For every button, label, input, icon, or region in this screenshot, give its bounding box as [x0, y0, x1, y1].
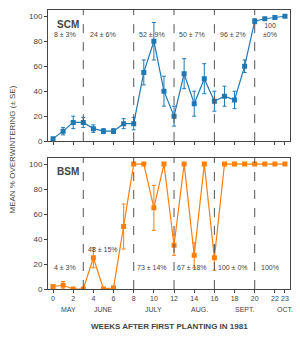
- svg-text:20: 20: [251, 295, 259, 302]
- svg-text:100%: 100%: [261, 264, 279, 271]
- svg-text:80: 80: [33, 185, 42, 194]
- svg-text:6: 6: [112, 295, 116, 302]
- svg-text:20: 20: [33, 112, 42, 121]
- svg-text:12: 12: [170, 295, 178, 302]
- svg-text:4 ± 3%: 4 ± 3%: [54, 264, 76, 271]
- svg-text:60: 60: [33, 62, 42, 71]
- svg-text:40: 40: [33, 235, 42, 244]
- svg-text:MAY: MAY: [61, 306, 76, 313]
- svg-text:WEEKS AFTER FIRST PLANTING IN: WEEKS AFTER FIRST PLANTING IN 1981: [91, 322, 248, 331]
- svg-text:0: 0: [38, 285, 43, 294]
- svg-text:50 ± 7%: 50 ± 7%: [179, 31, 205, 38]
- svg-text:48 ± 15%: 48 ± 15%: [88, 246, 118, 253]
- svg-text:JULY: JULY: [145, 306, 162, 313]
- svg-text:0: 0: [38, 137, 43, 146]
- svg-text:OCT.: OCT.: [277, 306, 293, 313]
- svg-text:73 ± 14%: 73 ± 14%: [137, 264, 167, 271]
- svg-text:8 ± 3%: 8 ± 3%: [54, 31, 76, 38]
- svg-text:22: 22: [271, 295, 279, 302]
- svg-text:BSM: BSM: [57, 166, 79, 177]
- svg-text:4: 4: [91, 295, 95, 302]
- svg-text:2: 2: [71, 295, 75, 302]
- svg-text:10: 10: [150, 295, 158, 302]
- svg-text:40: 40: [33, 87, 42, 96]
- svg-text:14: 14: [190, 295, 198, 302]
- svg-text:AUG.: AUG.: [191, 306, 208, 313]
- svg-text:80: 80: [33, 37, 42, 46]
- svg-text:0: 0: [51, 295, 55, 302]
- svg-text:52 ± 9%: 52 ± 9%: [139, 31, 165, 38]
- svg-text:JUNE: JUNE: [94, 306, 113, 313]
- svg-text:96 ± 2%: 96 ± 2%: [220, 31, 246, 38]
- svg-text:100 ± 0%: 100 ± 0%: [218, 264, 248, 271]
- svg-text:MEAN % OVERWINTERING (± SE): MEAN % OVERWINTERING (± SE): [8, 85, 17, 213]
- svg-text:SEPT.: SEPT.: [235, 306, 255, 313]
- svg-text:23: 23: [281, 295, 289, 302]
- svg-text:16: 16: [210, 295, 218, 302]
- svg-text:24 ± 6%: 24 ± 6%: [90, 31, 116, 38]
- svg-text:20: 20: [33, 260, 42, 269]
- svg-text:67 ± 18%: 67 ± 18%: [177, 264, 207, 271]
- svg-text:100: 100: [29, 160, 43, 169]
- svg-text:60: 60: [33, 210, 42, 219]
- svg-text:8: 8: [132, 295, 136, 302]
- svg-text:100: 100: [29, 12, 43, 21]
- svg-text:SCM: SCM: [57, 19, 79, 30]
- svg-text:18: 18: [231, 295, 239, 302]
- svg-text:100±0%: 100±0%: [263, 22, 277, 38]
